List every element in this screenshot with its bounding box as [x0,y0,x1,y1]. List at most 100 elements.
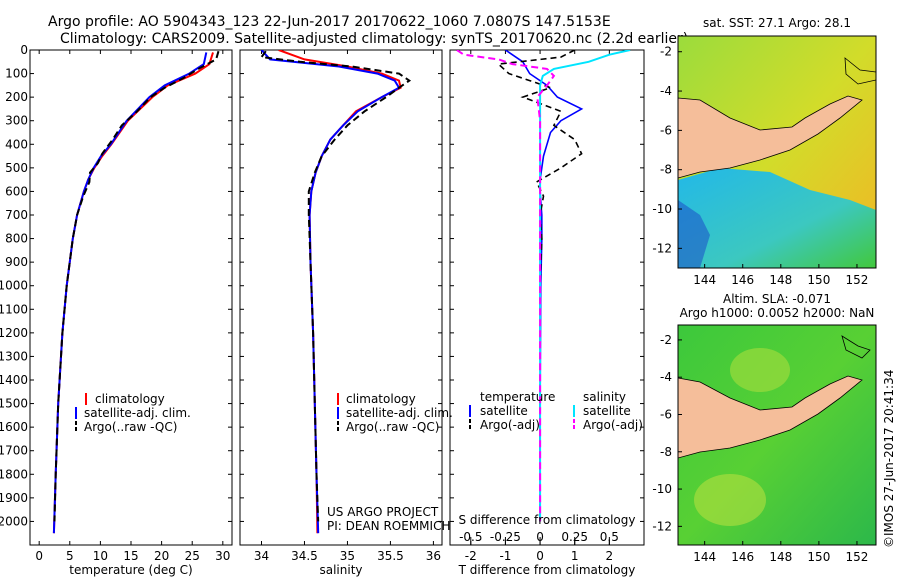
legend-label-t-argo: Argo(-adj) [480,418,540,432]
temperature-axis: 0 5 10 15 20 25 30 [35,50,230,563]
s-difference-label: S difference from climatology [459,513,636,527]
depth-tick-label: 200 [5,90,28,104]
lat-tick-label: -10 [652,482,672,496]
lon-tick-label: 152 [846,550,869,564]
series-line-satellite-adj-clim- [260,50,401,534]
temperature-xlabel: temperature (deg C) [69,563,192,577]
lon-tick-label: 144 [693,273,716,287]
difference-series [456,50,631,522]
depth-tick-label: 300 [5,114,28,128]
salinity-axis: 34 34.5 35 35.5 36 [254,50,441,563]
sla-map: Altim. SLA: -0.071 Argo h1000: 0.0052 h2… [652,292,877,564]
series-line-satellite-adj-clim- [52,52,208,534]
x-tick-label: 2 [606,549,614,563]
s-tick-label: 0.25 [561,530,588,544]
x-tick-label: 30 [215,549,230,563]
lat-tick-label: -2 [660,45,672,59]
lon-tick-label: 150 [807,550,830,564]
x-tick-label: 0 [536,549,544,563]
legend-label-argo: Argo(..raw -QC) [84,420,177,434]
sla-map-subtitle: Argo h1000: 0.0052 h2000: NaN [680,306,875,320]
depth-tick-label: 100 [5,67,28,81]
series-line-argo-raw-qc- [53,50,220,522]
sla-coastline-island [841,335,871,359]
temperature-legend: climatology satellite-adj. clim. Argo(..… [75,392,191,434]
x-tick-label: 34 [254,549,269,563]
lat-tick-label: -6 [660,407,672,421]
depth-tick-label: 400 [5,137,28,151]
series-line-climatology [52,52,214,534]
credit-timestamp: ©IMOS 27-Jun-2017 20:41:34 [882,370,896,548]
sla-land-newguinea [678,375,863,459]
sst-map-title: sat. SST: 27.1 Argo: 28.1 [703,16,851,30]
depth-tick-label: 1100 [0,302,28,316]
lat-tick-label: -12 [652,519,672,533]
difference-panel-frame [449,49,645,546]
legend-label-s-argo: Argo(-adj) [583,418,643,432]
salinity-xlabel: salinity [319,563,362,577]
x-tick-label: 35 [340,549,355,563]
depth-tick-label: 1700 [0,444,28,458]
lon-tick-label: 146 [731,550,754,564]
x-tick-label: 20 [154,549,169,563]
legend-label-satellite: satellite-adj. clim. [346,406,453,420]
salinity-series [259,50,412,534]
lat-tick-label: -2 [660,333,672,347]
depth-tick-label: 800 [5,232,28,246]
lon-tick-label: 148 [769,550,792,564]
sst-map-frame [677,35,877,269]
depth-tick-label: 1200 [0,326,28,340]
lon-tick-label: 152 [846,273,869,287]
x-tick-label: 1 [571,549,579,563]
lon-tick-label: 144 [693,550,716,564]
depth-tick-label: 700 [5,208,28,222]
s-tick-label: 0.5 [600,530,619,544]
lat-tick-label: -8 [660,163,672,177]
depth-tick-label: 500 [5,161,28,175]
figure-title: Argo profile: AO 5904343_123 22-Jun-2017… [48,14,611,30]
salinity-panel-frame [239,49,443,546]
depth-tick-label: 600 [5,184,28,198]
depth-tick-label: 1800 [0,467,28,481]
x-tick-label: 10 [93,549,108,563]
sla-anomaly-high [730,348,790,392]
series-line-salinity-satellite [539,50,631,522]
sst-field-cold [678,200,710,268]
figure-subtitle: Climatology: CARS2009. Satellite-adjuste… [60,31,688,47]
depth-tick-label: 1600 [0,420,28,434]
series-line-salinity-argo-adj- [456,50,556,522]
project-annotation: US ARGO PROJECT [327,505,439,519]
sla-map-title: Altim. SLA: -0.071 [723,292,831,306]
depth-tick-label: 1900 [0,491,28,505]
sst-field-cool [678,168,876,268]
x-tick-label: 36 [426,549,441,563]
sst-coastline-island [844,57,876,85]
difference-legend: temperature satellite Argo(-adj) salinit… [469,390,643,432]
depth-tick-label: 1500 [0,397,28,411]
sst-map: sat. SST: 27.1 Argo: 28.1 144 146 148 150 15… [652,16,877,287]
sst-map-ticks: 144 146 148 150 152 -2 -4 -6 -8 -10 -12 [652,45,868,287]
x-tick-label: 35.5 [377,549,404,563]
lat-tick-label: -4 [660,370,672,384]
difference-profile-chart: -2 -1 0 1 2 -0.5 -0.25 0 0.25 0.5 T difference f… [456,50,643,577]
lat-tick-label: -8 [660,445,672,459]
lat-tick-label: -10 [652,202,672,216]
depth-tick-label: 900 [5,255,28,269]
lon-tick-label: 150 [807,273,830,287]
sla-map-ticks: 144 146 148 150 152 -2 -4 -6 -8 -10 -12 [652,333,868,564]
depth-tick-label: 0 [20,43,28,57]
lon-tick-label: 146 [731,273,754,287]
sst-map-field [678,36,876,268]
lon-tick-label: 148 [769,273,792,287]
lat-tick-label: -6 [660,123,672,137]
s-tick-label: -0.5 [459,530,482,544]
depth-axis: 0 100 200 300 400 500 600 700 800 900 1000 1100 1200… [0,43,644,528]
s-difference-axis: -0.5 -0.25 0 0.25 0.5 [459,530,619,545]
s-tick-label: 0 [536,530,544,544]
t-difference-xlabel: T difference from climatology [458,563,636,577]
sla-anomaly-high [694,474,766,526]
series-line-argo-raw-qc- [259,50,412,522]
series-line-climatology [278,50,402,534]
legend-label-argo: Argo(..raw -QC) [346,420,439,434]
